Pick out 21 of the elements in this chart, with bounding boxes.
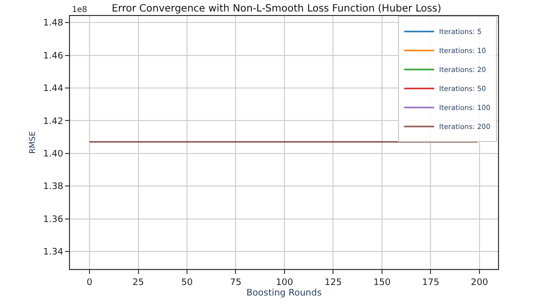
y-tick-label: 1.46: [43, 51, 64, 62]
y-axis-title: RMSE: [28, 131, 37, 154]
chart-title: Error Convergence with Non-L-Smooth Loss Function (Huber Loss): [112, 4, 442, 15]
x-tick-label: 75: [230, 278, 242, 288]
y-tick-label: 1.34: [43, 248, 64, 258]
y-tick-label: 1.44: [43, 84, 64, 94]
y-tick-label: 1.48: [43, 18, 64, 29]
x-tick-label: 0: [86, 278, 93, 288]
text: 1e8: [72, 5, 88, 14]
y-tick-label: 1.36: [43, 214, 64, 225]
y-tick-label: 1.42: [43, 116, 64, 127]
y-tick-label: 1.40: [43, 150, 64, 160]
x-tick-label: 50: [181, 278, 193, 288]
x-tick-label: 175: [422, 278, 440, 288]
x-tick-label: 150: [373, 278, 391, 288]
x-tick-label: 200: [470, 278, 488, 288]
y-tick-label: 1.38: [43, 182, 64, 192]
x-tick-label: 100: [276, 278, 294, 288]
x-tick-label: 125: [324, 278, 342, 288]
x-tick-label: 25: [132, 278, 144, 288]
x-axis-title: Boosting Rounds: [246, 288, 322, 299]
